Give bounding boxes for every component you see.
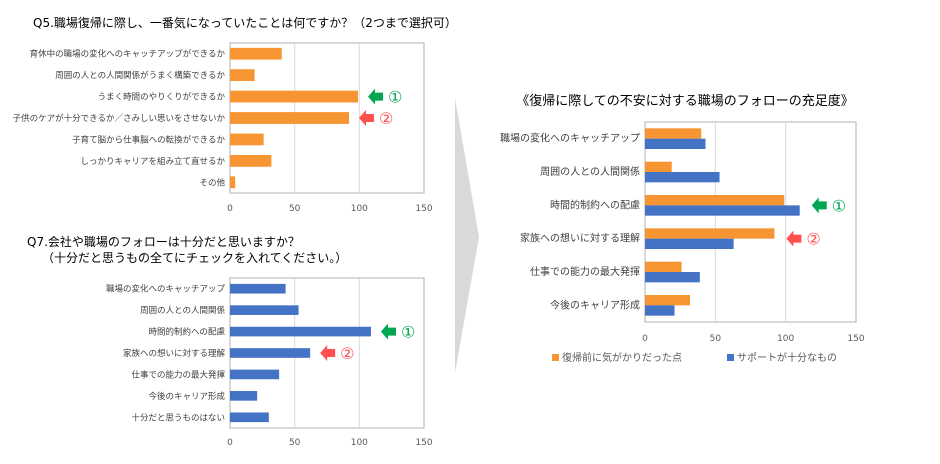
x-tick-label: 150 [847,334,864,344]
legend-swatch [727,354,734,361]
x-tick-label: 150 [415,204,432,214]
category-label: 周囲の人との人間関係がうまく構築できるか [55,70,225,81]
bar [645,305,675,316]
rank-label: ② [340,344,354,363]
category-label: 子育て脳から仕事脳への転換ができるか [72,134,225,145]
summary-title: 《復帰に際しての不安に対する職場のフォローの充足度》 [516,93,854,109]
rank-arrow-icon [811,197,827,214]
x-tick-label: 150 [415,438,432,448]
bar [645,295,691,306]
bar [645,205,800,216]
category-label: 時間的制約への配慮 [550,198,640,211]
bar [645,238,734,249]
category-label: 子供のケアが十分できるか／さみしい思いをさせないか [13,113,226,124]
category-label: 仕事での能力の最大発揮 [131,369,225,380]
x-tick-label: 50 [289,438,301,448]
plot-area [644,121,857,323]
bar [230,133,264,146]
category-label: 育休中の職場の変化へのキャッチアップができるか [30,49,226,60]
x-tick-label: 50 [289,204,301,214]
rank-label: ① [832,196,846,215]
category-label: うまく時間のやりくりができるか [98,92,226,103]
bar [230,412,269,423]
bar [230,391,258,401]
bar [230,69,255,82]
q7-title: Q7.会社や職場のフォローは十分だと思いますか？ [27,234,300,249]
x-tick-label: 0 [642,334,648,344]
bar [645,128,702,139]
category-label: 職場の変化へのキャッチアップ [500,132,640,145]
category-label: しっかりキャリアを組み立て直せるか [80,156,225,167]
category-label: 家族への想いに対する理解 [520,232,640,245]
bar [645,261,682,272]
connector-arrow [455,98,479,373]
bar [230,112,349,124]
bar [230,369,280,380]
rank-arrow-icon [358,110,374,126]
bar [230,348,311,358]
rank-arrow-icon [368,88,384,105]
rank-arrow-icon [786,230,802,247]
bar [645,161,672,172]
x-tick-label: 50 [710,334,722,344]
bar [230,176,236,189]
category-label: 時間的制約への配慮 [148,327,225,338]
category-label: その他 [199,177,225,188]
legend-swatch [552,354,559,361]
x-tick-label: 100 [351,438,368,448]
bar [230,154,272,167]
q5-title: Q5.職場復帰に際し、一番気になっていたことは何ですか？（2つまで選択可） [33,15,457,30]
bar [645,138,706,149]
category-label: 周囲の人との人間関係 [540,166,640,178]
bar [230,283,286,294]
bar [230,305,299,315]
rank-arrow-icon [380,323,396,340]
category-label: 仕事での能力の最大発揮 [530,265,640,278]
category-label: 家族への想いに対する理解 [123,348,226,359]
x-tick-label: 0 [227,204,233,214]
category-label: 十分だと思うものはない [131,412,225,423]
x-tick-label: 100 [777,334,794,344]
category-label: 今後のキャリア形成 [148,391,225,402]
category-label: 今後のキャリア形成 [550,298,640,311]
rank-label: ② [379,109,393,128]
legend-label: 復帰前に気がかりだった点 [562,351,682,364]
rank-label: ① [388,88,402,107]
q7-subtitle: （十分だと思うもの全てにチェックを入れてください。） [42,250,347,265]
rank-label: ② [806,230,820,249]
bar [645,272,700,283]
category-label: 周囲の人との人間関係 [140,306,225,316]
bar [230,326,371,337]
bar [645,172,720,183]
bar [230,47,282,60]
bar [645,228,775,239]
rank-label: ① [401,323,415,342]
legend-label: サポートが十分なもの [737,351,837,364]
bar [230,90,359,103]
x-tick-label: 100 [351,204,368,214]
rank-arrow-icon [320,345,336,361]
bar [645,195,785,206]
x-tick-label: 0 [227,438,233,448]
category-label: 職場の変化へのキャッチアップ [106,284,226,295]
